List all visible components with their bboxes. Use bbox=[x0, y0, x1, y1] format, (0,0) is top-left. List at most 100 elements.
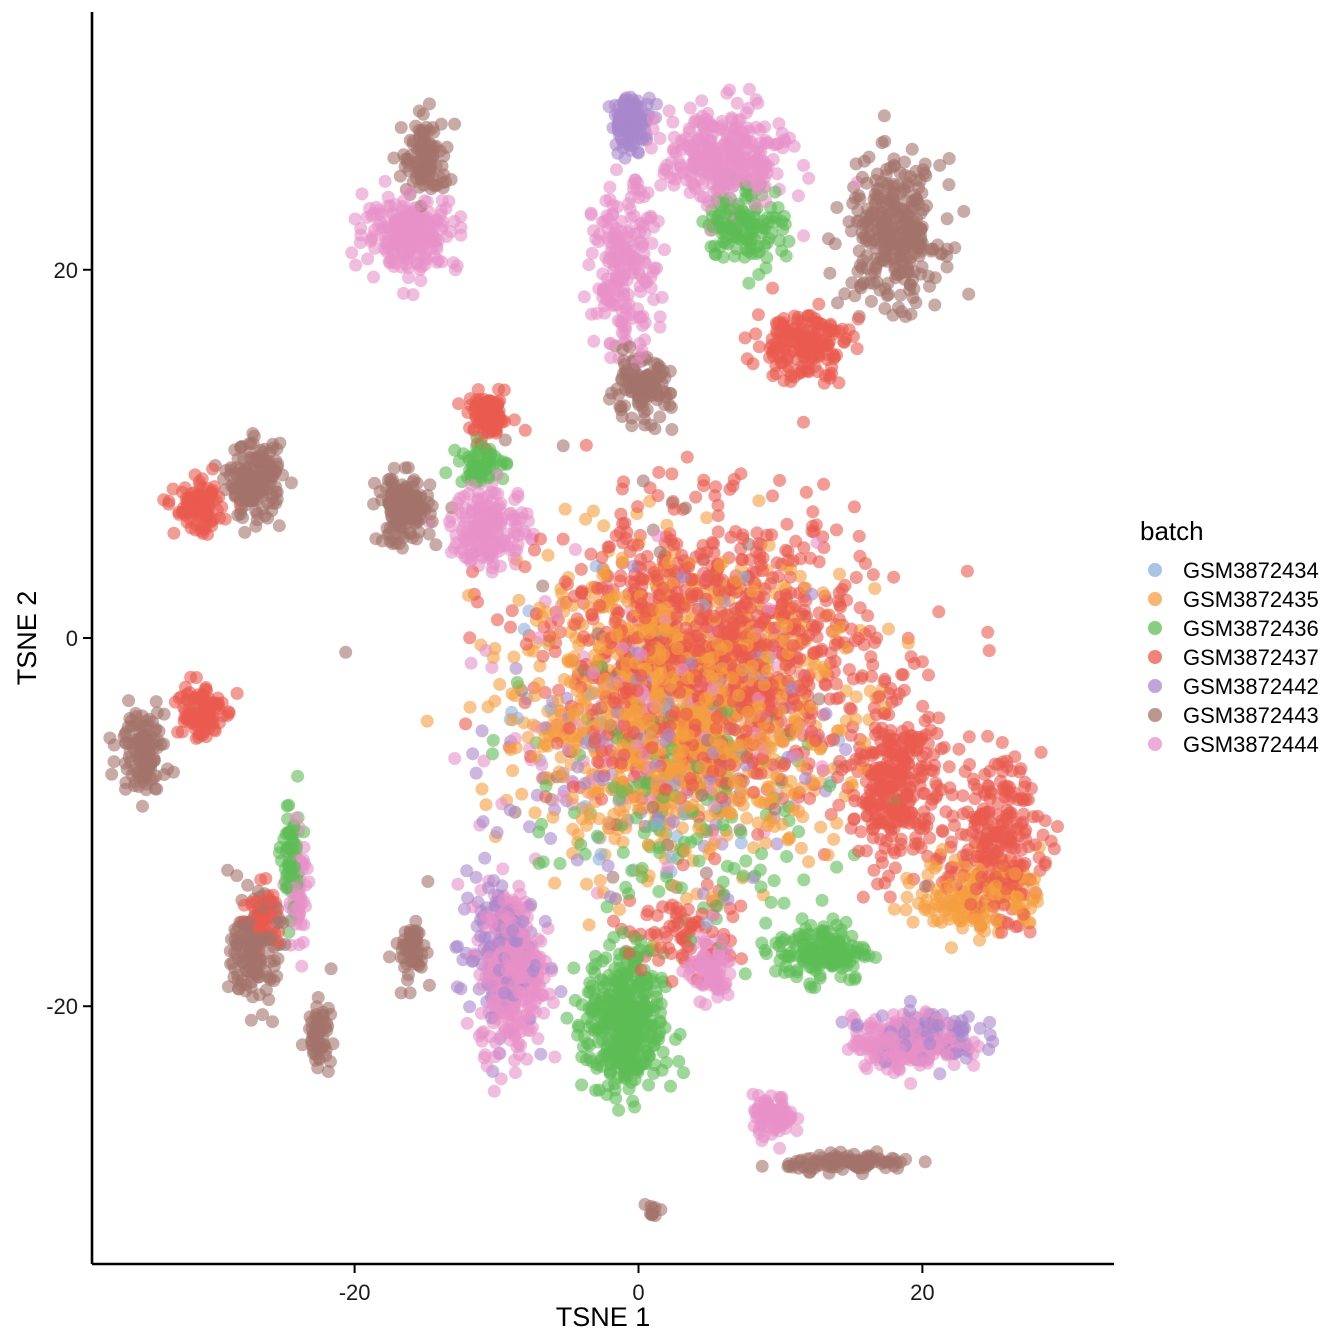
data-point bbox=[518, 423, 532, 437]
data-point bbox=[665, 467, 679, 481]
data-point bbox=[945, 788, 959, 802]
data-point bbox=[823, 266, 837, 280]
data-point bbox=[435, 194, 449, 207]
data-point bbox=[697, 479, 711, 493]
data-point bbox=[538, 914, 552, 928]
data-point bbox=[505, 604, 519, 618]
data-point bbox=[932, 711, 946, 725]
data-points bbox=[103, 82, 1064, 1223]
data-point bbox=[759, 916, 773, 930]
data-point bbox=[560, 1011, 574, 1025]
data-point bbox=[296, 935, 310, 949]
data-point bbox=[474, 1006, 488, 1020]
data-point bbox=[1023, 925, 1037, 939]
data-point bbox=[420, 714, 434, 728]
data-point bbox=[485, 660, 499, 674]
data-point bbox=[584, 206, 598, 220]
data-point bbox=[830, 201, 844, 214]
data-point bbox=[122, 694, 136, 708]
data-point bbox=[821, 848, 835, 862]
data-point bbox=[709, 480, 723, 494]
data-point bbox=[448, 263, 462, 277]
data-point bbox=[387, 151, 401, 165]
data-point bbox=[406, 288, 420, 302]
data-point bbox=[460, 864, 474, 878]
data-point bbox=[324, 962, 338, 976]
data-point bbox=[740, 811, 754, 825]
data-point bbox=[753, 795, 767, 809]
data-point bbox=[942, 178, 956, 192]
data-point bbox=[588, 949, 602, 963]
data-point bbox=[735, 952, 748, 966]
data-point bbox=[864, 294, 878, 308]
data-point bbox=[1034, 745, 1048, 759]
data-point bbox=[348, 212, 362, 226]
data-point bbox=[425, 515, 439, 529]
data-point bbox=[189, 671, 203, 684]
data-point bbox=[520, 1052, 534, 1066]
data-point bbox=[479, 798, 493, 812]
data-point bbox=[622, 1082, 636, 1096]
data-point bbox=[463, 700, 477, 714]
data-point bbox=[650, 909, 664, 922]
data-point bbox=[766, 489, 779, 503]
data-point bbox=[742, 101, 755, 115]
data-point bbox=[653, 132, 667, 145]
data-point bbox=[232, 982, 245, 996]
data-point bbox=[486, 747, 499, 761]
data-point bbox=[452, 397, 466, 411]
data-point bbox=[487, 1084, 501, 1098]
data-point bbox=[556, 439, 570, 453]
data-point bbox=[509, 661, 523, 675]
data-point bbox=[666, 115, 680, 129]
data-point bbox=[860, 176, 874, 190]
data-point bbox=[591, 582, 605, 595]
data-point bbox=[536, 579, 550, 593]
data-point bbox=[845, 224, 858, 238]
data-point bbox=[956, 789, 970, 803]
data-point bbox=[844, 622, 858, 636]
data-point bbox=[995, 736, 1009, 749]
data-point bbox=[295, 959, 309, 973]
data-point bbox=[683, 101, 697, 115]
data-point bbox=[847, 500, 861, 514]
data-point bbox=[508, 1066, 522, 1080]
data-point bbox=[868, 582, 882, 595]
data-point bbox=[849, 571, 863, 584]
data-point bbox=[680, 892, 693, 906]
data-point bbox=[631, 538, 645, 552]
data-point bbox=[383, 950, 396, 964]
data-point bbox=[534, 532, 547, 546]
data-point bbox=[585, 246, 599, 260]
data-point bbox=[849, 712, 863, 726]
data-point bbox=[803, 792, 817, 805]
data-point bbox=[734, 899, 748, 913]
data-point bbox=[586, 504, 600, 518]
data-point bbox=[815, 893, 829, 907]
data-point bbox=[849, 690, 863, 704]
data-point bbox=[615, 482, 629, 496]
data-point bbox=[866, 658, 880, 672]
data-point bbox=[865, 669, 879, 683]
data-point bbox=[815, 760, 829, 774]
data-point bbox=[728, 249, 742, 263]
data-point bbox=[730, 96, 744, 110]
data-point bbox=[843, 701, 857, 715]
data-point bbox=[554, 985, 568, 999]
data-point bbox=[494, 497, 508, 510]
data-point bbox=[565, 791, 579, 805]
data-point bbox=[585, 979, 599, 993]
data-point bbox=[548, 1050, 562, 1064]
data-point bbox=[793, 569, 807, 583]
data-point bbox=[507, 650, 521, 664]
data-point bbox=[835, 723, 849, 737]
data-point bbox=[345, 246, 359, 260]
data-point bbox=[751, 827, 765, 841]
data-point bbox=[403, 986, 417, 1000]
data-point bbox=[603, 890, 617, 904]
data-point bbox=[538, 686, 552, 699]
data-point bbox=[412, 104, 426, 118]
data-point bbox=[812, 555, 826, 569]
data-point bbox=[665, 423, 679, 436]
